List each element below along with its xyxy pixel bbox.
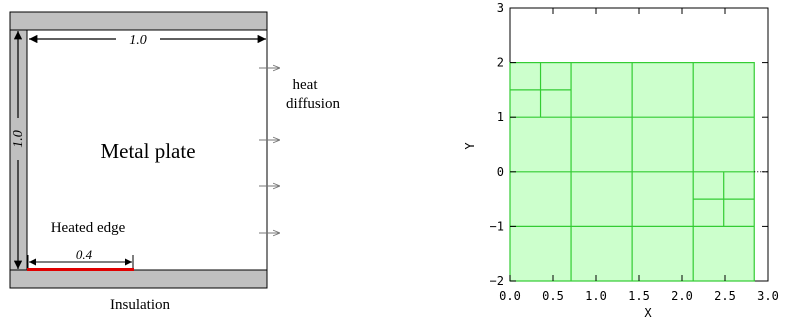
axis-ticks: 0.0 0.5 1.0 1.5 2.0 2.5 3.0 −2 −1 0 1 2 3	[490, 1, 779, 303]
bottom-insulation-band	[9, 269, 268, 289]
x-tick-label: 1.5	[628, 289, 650, 303]
heated-edge-label: Heated edge	[51, 220, 126, 236]
x-tick-label: 2.5	[714, 289, 736, 303]
plate-diagram: 1.0 1.0 Metal plate heat diffusion Heate…	[9, 11, 340, 313]
y-tick-label: 2	[497, 56, 504, 70]
heated-edge	[27, 268, 134, 271]
y-tick-label: −2	[490, 274, 504, 288]
y-tick-label: −1	[490, 219, 504, 233]
mesh-layer	[509, 61, 768, 282]
x-tick-label: 0.5	[542, 289, 564, 303]
x-tick-label: 0.0	[499, 289, 521, 303]
mesh-plot: 0.0 0.5 1.0 1.5 2.0 2.5 3.0 −2 −1 0 1 2 3 X Y	[463, 1, 779, 320]
insulation-label: Insulation	[110, 297, 170, 313]
heated-length-label: 0.4	[76, 247, 93, 262]
y-tick-label: 0	[497, 165, 504, 179]
heat-label-line1: heat	[293, 77, 319, 93]
height-label: 1.0	[11, 130, 26, 148]
y-tick-label: 3	[497, 1, 504, 15]
width-label: 1.0	[129, 33, 147, 48]
x-axis-label: X	[644, 306, 652, 320]
top-insulation-band	[9, 11, 268, 31]
x-tick-label: 2.0	[671, 289, 693, 303]
metal-plate	[26, 29, 268, 271]
y-axis-label: Y	[463, 142, 477, 150]
heat-label-line2: diffusion	[286, 96, 340, 112]
x-tick-label: 3.0	[757, 289, 779, 303]
x-tick-label: 1.0	[585, 289, 607, 303]
plate-label: Metal plate	[100, 139, 195, 163]
y-tick-label: 1	[497, 110, 504, 124]
